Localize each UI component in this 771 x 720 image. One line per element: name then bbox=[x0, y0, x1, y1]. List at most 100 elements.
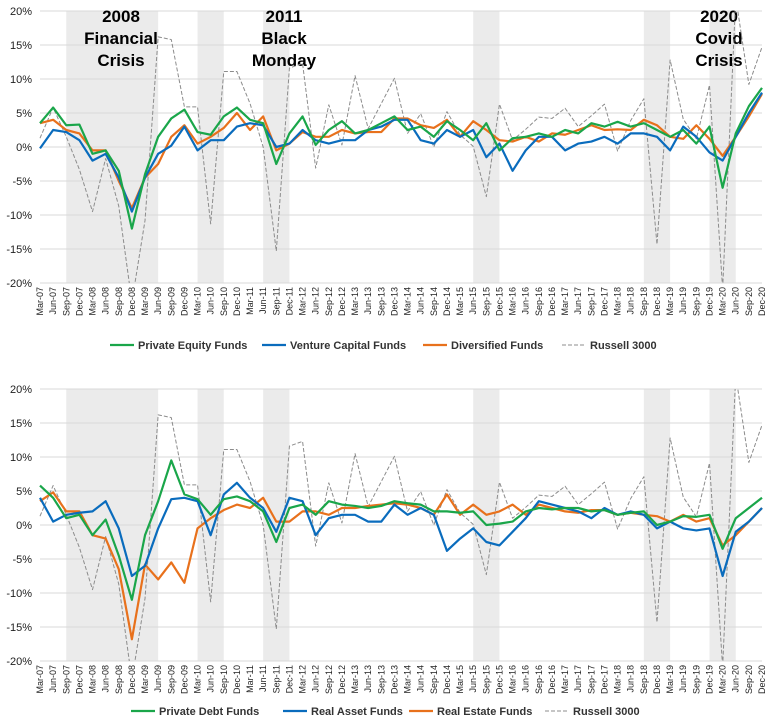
annotation: Black bbox=[261, 29, 307, 48]
x-tick-label: Jun-16 bbox=[521, 287, 531, 315]
x-tick-label: Jun-09 bbox=[153, 665, 163, 693]
annotation: 2020 bbox=[700, 7, 738, 26]
legend-label: Russell 3000 bbox=[590, 340, 657, 352]
annotation: Crisis bbox=[695, 51, 742, 70]
x-tick-label: Sep-10 bbox=[219, 287, 229, 316]
annotation: Covid bbox=[695, 29, 742, 48]
x-tick-label: Dec-20 bbox=[757, 665, 767, 694]
x-tick-label: Dec-18 bbox=[652, 287, 662, 316]
x-tick-label: Mar-16 bbox=[508, 665, 518, 694]
legend-label: Private Debt Funds bbox=[159, 706, 259, 718]
x-tick-label: Sep-18 bbox=[639, 665, 649, 694]
y-tick-label: -20% bbox=[6, 656, 32, 668]
x-tick-label: Sep-13 bbox=[376, 287, 386, 316]
x-tick-label: Jun-19 bbox=[678, 665, 688, 693]
x-tick-label: Sep-15 bbox=[481, 287, 491, 316]
x-tick-label: Mar-09 bbox=[140, 665, 150, 694]
x-tick-label: Jun-20 bbox=[731, 665, 741, 693]
x-tick-label: Mar-14 bbox=[403, 287, 413, 316]
x-tick-label: Dec-17 bbox=[599, 665, 609, 694]
x-tick-label: Dec-16 bbox=[547, 665, 557, 694]
x-tick-label: Jun-08 bbox=[101, 287, 111, 315]
series-line bbox=[39, 481, 763, 578]
x-tick-label: Jun-15 bbox=[468, 287, 478, 315]
x-tick-label: Sep-10 bbox=[219, 665, 229, 694]
x-tick-label: Jun-14 bbox=[416, 287, 426, 315]
x-tick-label: Dec-07 bbox=[74, 665, 84, 694]
legend-label: Venture Capital Funds bbox=[290, 340, 406, 352]
annotation: Financial bbox=[84, 29, 158, 48]
x-tick-label: Jun-14 bbox=[416, 665, 426, 693]
y-tick-label: 20% bbox=[10, 384, 32, 396]
x-tick-label: Dec-13 bbox=[389, 287, 399, 316]
x-tick-label: Sep-08 bbox=[114, 665, 124, 694]
y-tick-label: 0% bbox=[16, 142, 32, 154]
x-tick-label: Mar-13 bbox=[350, 665, 360, 694]
x-tick-label: Dec-09 bbox=[179, 287, 189, 316]
x-tick-label: Sep-20 bbox=[744, 287, 754, 316]
x-tick-label: Dec-10 bbox=[232, 665, 242, 694]
series-line bbox=[39, 389, 763, 661]
x-tick-label: Dec-07 bbox=[74, 287, 84, 316]
series-line bbox=[39, 93, 763, 210]
annotation: 2011 bbox=[266, 7, 303, 26]
x-tick-label: Dec-19 bbox=[704, 665, 714, 694]
x-tick-label: Jun-15 bbox=[468, 665, 478, 693]
x-tick-label: Sep-14 bbox=[429, 287, 439, 316]
y-tick-label: 5% bbox=[16, 108, 32, 120]
x-tick-label: Dec-11 bbox=[284, 287, 294, 315]
x-tick-label: Mar-07 bbox=[35, 665, 45, 694]
x-tick-label: Dec-09 bbox=[179, 665, 189, 694]
x-tick-label: Sep-12 bbox=[324, 287, 334, 316]
x-tick-label: Jun-10 bbox=[206, 287, 216, 315]
x-tick-label: Mar-07 bbox=[35, 287, 45, 316]
x-tick-label: Sep-11 bbox=[271, 665, 281, 693]
x-tick-label: Mar-14 bbox=[403, 665, 413, 694]
x-tick-label: Dec-16 bbox=[547, 287, 557, 316]
legend-label: Russell 3000 bbox=[573, 706, 640, 718]
x-tick-label: Mar-08 bbox=[88, 665, 98, 694]
x-tick-label: Jun-09 bbox=[153, 287, 163, 315]
x-tick-label: Sep-12 bbox=[324, 665, 334, 694]
y-tick-label: -15% bbox=[6, 622, 32, 634]
y-tick-label: -5% bbox=[12, 176, 32, 188]
y-tick-label: 20% bbox=[10, 6, 32, 18]
x-tick-label: Mar-20 bbox=[718, 665, 728, 694]
x-tick-label: Jun-12 bbox=[311, 287, 321, 315]
x-tick-label: Dec-12 bbox=[337, 287, 347, 316]
y-tick-label: 0% bbox=[16, 520, 32, 532]
x-tick-label: Sep-17 bbox=[586, 665, 596, 694]
y-tick-label: 5% bbox=[16, 486, 32, 498]
x-tick-label: Mar-15 bbox=[455, 287, 465, 316]
x-tick-label: Jun-18 bbox=[626, 665, 636, 693]
x-tick-label: Sep-07 bbox=[61, 665, 71, 694]
y-tick-label: 15% bbox=[10, 40, 32, 52]
x-tick-label: Mar-12 bbox=[298, 665, 308, 694]
series-line bbox=[39, 11, 763, 283]
x-tick-label: Mar-10 bbox=[193, 665, 203, 694]
x-tick-label: Jun-18 bbox=[626, 287, 636, 315]
x-tick-label: Jun-11 bbox=[258, 287, 268, 314]
x-tick-label: Jun-11 bbox=[258, 665, 268, 692]
x-tick-label: Sep-09 bbox=[166, 665, 176, 694]
x-tick-label: Jun-10 bbox=[206, 665, 216, 693]
x-tick-label: Mar-19 bbox=[665, 287, 675, 316]
x-tick-label: Jun-20 bbox=[731, 287, 741, 315]
y-tick-label: 10% bbox=[10, 452, 32, 464]
series-line bbox=[39, 92, 763, 213]
x-tick-label: Mar-10 bbox=[193, 287, 203, 316]
series-line bbox=[39, 459, 763, 601]
panel: -20% -15% -10% -5% 0% 5% 10% 15% 20% Mar-07 Jun-07… bbox=[6, 384, 767, 718]
y-tick-label: 15% bbox=[10, 418, 32, 430]
x-tick-label: Jun-07 bbox=[48, 665, 58, 693]
y-tick-label: -20% bbox=[6, 278, 32, 290]
x-tick-label: Jun-17 bbox=[573, 287, 583, 315]
x-tick-label: Sep-18 bbox=[639, 287, 649, 316]
x-tick-label: Mar-18 bbox=[613, 665, 623, 694]
x-tick-label: Jun-17 bbox=[573, 665, 583, 693]
x-tick-label: Dec-14 bbox=[442, 287, 452, 316]
x-tick-label: Mar-16 bbox=[508, 287, 518, 316]
y-tick-label: 10% bbox=[10, 74, 32, 86]
x-tick-label: Mar-19 bbox=[665, 665, 675, 694]
